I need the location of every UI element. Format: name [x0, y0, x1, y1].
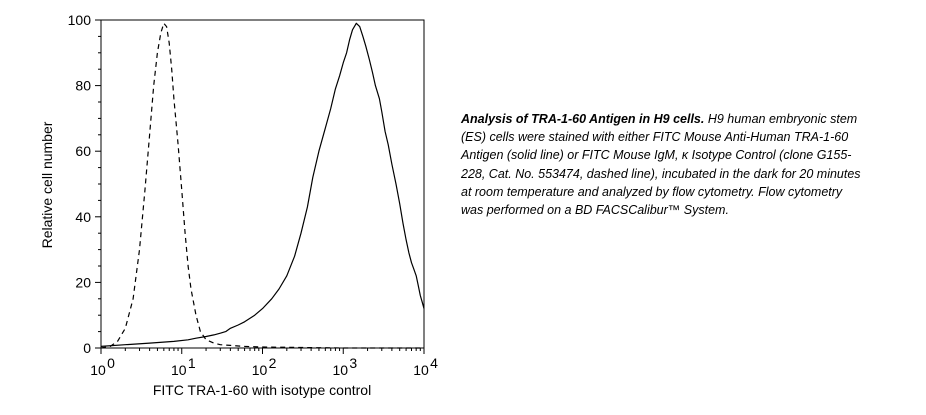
plot-frame	[100, 19, 425, 349]
axes-frame	[100, 19, 425, 349]
x-tick-exponent: 3	[349, 355, 357, 371]
x-tick-label: 10	[332, 362, 348, 378]
x-tick-exponent: 1	[188, 355, 196, 371]
x-axis-title: FITC TRA-1-60 with isotype control	[153, 382, 371, 398]
x-tick-label: 10	[413, 362, 429, 378]
figure-caption: Analysis of TRA-1-60 Antigen in H9 cells…	[461, 110, 861, 219]
x-tick-label: 10	[171, 362, 187, 378]
y-tick-label: 60	[75, 143, 91, 159]
y-tick-label: 0	[83, 340, 91, 356]
series-solid-line	[100, 22, 425, 347]
y-axis-title: Relative cell number	[39, 121, 55, 248]
y-tick-label: 100	[68, 12, 92, 28]
x-tick-exponent: 2	[269, 355, 277, 371]
series-layer	[100, 22, 425, 349]
y-tick-label: 20	[75, 274, 91, 290]
x-tick-label: 10	[252, 362, 268, 378]
caption-body: H9 human embryonic stem (ES) cells were …	[461, 112, 861, 218]
series-dashed-line	[100, 22, 424, 349]
caption-title: Analysis of TRA-1-60 Antigen in H9 cells…	[461, 112, 705, 126]
x-tick-exponent: 4	[430, 355, 438, 371]
y-tick-label: 80	[75, 78, 91, 94]
x-tick-exponent: 0	[107, 355, 115, 371]
y-tick-label: 40	[75, 209, 91, 225]
x-tick-label: 10	[90, 362, 106, 378]
